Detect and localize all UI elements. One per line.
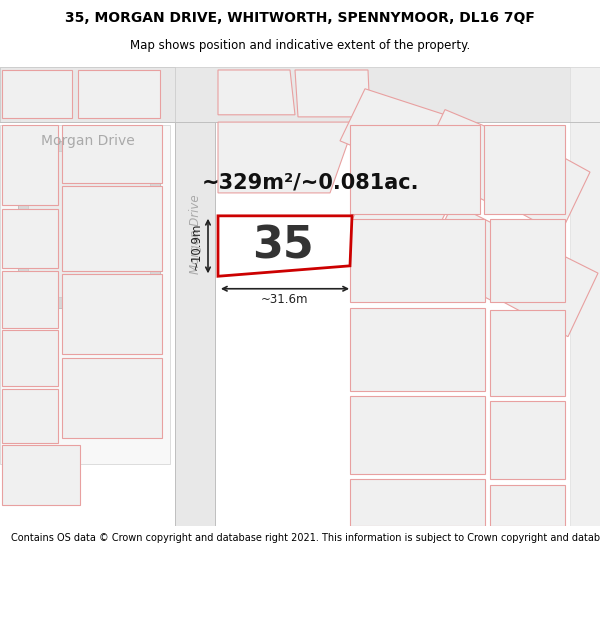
Polygon shape [490,219,565,302]
Polygon shape [2,125,58,206]
Polygon shape [2,70,72,118]
Polygon shape [350,396,485,474]
Text: 35, MORGAN DRIVE, WHITWORTH, SPENNYMOOR, DL16 7QF: 35, MORGAN DRIVE, WHITWORTH, SPENNYMOOR,… [65,11,535,25]
Polygon shape [0,125,170,464]
Polygon shape [62,186,162,271]
Polygon shape [490,484,565,526]
Polygon shape [2,271,58,328]
Polygon shape [350,308,485,391]
Polygon shape [350,479,485,526]
Polygon shape [484,125,565,214]
Text: ~10.9m: ~10.9m [190,222,203,270]
Polygon shape [0,67,175,122]
Text: ~31.6m: ~31.6m [261,292,309,306]
Polygon shape [490,401,565,479]
Polygon shape [0,67,600,122]
Polygon shape [490,309,565,396]
Polygon shape [2,389,58,443]
Polygon shape [570,67,600,526]
Polygon shape [423,203,525,302]
Polygon shape [218,216,352,276]
Polygon shape [218,70,295,115]
Text: ~329m²/~0.081ac.: ~329m²/~0.081ac. [201,173,419,192]
Polygon shape [62,125,162,182]
Text: Morgan Drive: Morgan Drive [188,195,202,274]
Polygon shape [175,122,215,526]
Polygon shape [295,70,370,117]
Text: 35: 35 [252,224,314,268]
Polygon shape [345,172,450,266]
Polygon shape [350,125,480,214]
Text: Contains OS data © Crown copyright and database right 2021. This information is : Contains OS data © Crown copyright and d… [11,533,600,543]
Polygon shape [62,357,162,437]
Polygon shape [28,151,150,297]
Polygon shape [498,237,598,337]
Polygon shape [418,109,520,203]
Polygon shape [78,70,160,118]
Polygon shape [18,141,160,308]
Polygon shape [350,219,485,302]
Polygon shape [2,331,58,386]
Polygon shape [493,132,590,234]
Text: Map shows position and indicative extent of the property.: Map shows position and indicative extent… [130,39,470,52]
Polygon shape [2,209,58,268]
Polygon shape [218,122,355,193]
Text: Morgan Drive: Morgan Drive [41,134,135,148]
Polygon shape [340,89,445,172]
Polygon shape [62,274,162,354]
Polygon shape [2,445,80,506]
